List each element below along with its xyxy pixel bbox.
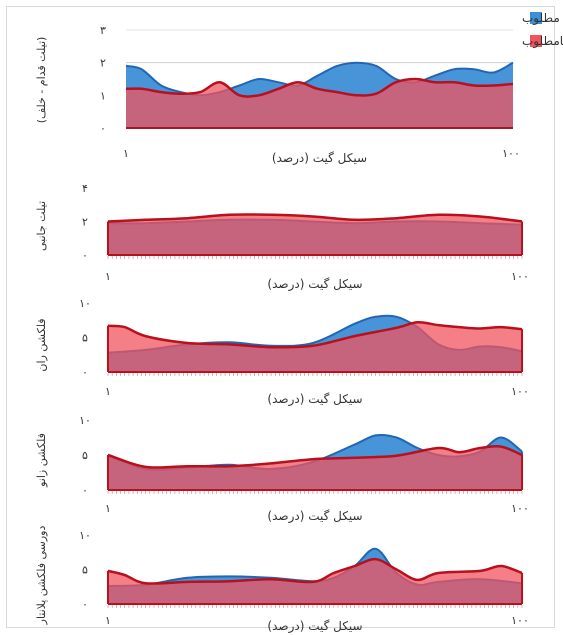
y-tick-label: ۱۰ — [79, 529, 91, 542]
legend-desirable-swatch — [530, 12, 542, 24]
x-axis-title: سیکل گیت (درصد) — [267, 392, 362, 407]
y-tick-label: ۰ — [82, 484, 88, 497]
legend-undesirable-swatch — [530, 35, 542, 47]
y-tick-label: ۴ — [82, 182, 88, 195]
legend-desirable-label: توانایی عملکردی مطلوب — [522, 11, 563, 26]
y-tick-label: ۱۰ — [79, 297, 91, 310]
undesirable-line — [107, 444, 523, 469]
y-tick-label: ۲ — [82, 216, 88, 229]
legend-undesirable-label: توانایی عملکردی نامطلوب — [522, 34, 563, 49]
x-axis-title: سیکل گیت (درصد) — [267, 509, 362, 524]
undesirable-area — [126, 79, 513, 128]
y-tick-label: ۰ — [100, 122, 106, 135]
x-tick-label: ۱ — [105, 502, 111, 515]
undesirable-line — [107, 213, 523, 223]
y-tick-label: ۲ — [100, 57, 106, 70]
x-tick-label: ۱۰۰ — [511, 270, 529, 283]
x-axis-title: سیکل گیت (درصد) — [272, 151, 367, 166]
undesirable-line — [107, 321, 523, 349]
y-tick-label: ۵ — [82, 449, 88, 462]
legend: توانایی عملکردی مطلوب توانایی عملکردی نام… — [522, 11, 563, 49]
x-tick-label: ۱ — [105, 385, 111, 398]
chart-panel-3: ۱۰ ۵ ۰ ۱ ۱۰۰ سیکل گیت (درصد) فلکشن ران — [35, 297, 529, 407]
y-tick-label: ۳ — [100, 24, 106, 37]
x-tick-label: ۱۰۰ — [511, 385, 529, 398]
y-tick-label: ۰ — [82, 598, 88, 611]
undesirable-area — [108, 446, 522, 490]
y-tick-label: ۰ — [82, 366, 88, 379]
figure-frame — [6, 6, 555, 628]
y-tick-label: ۵ — [82, 564, 88, 577]
y-axis-title: دورسی فلکشن پلانتار — [35, 526, 48, 626]
y-axis-title: فلکشن زانو — [35, 433, 48, 488]
legend-undesirable: توانایی عملکردی نامطلوب — [522, 34, 563, 49]
undesirable-area — [108, 214, 522, 255]
x-tick-label: ۱۰۰ — [511, 614, 529, 627]
chart-panel-2: ۴ ۲ ۰ ۱ ۱۰۰ سیکل گیت (درصد) تیلت جانبی — [35, 182, 529, 292]
x-tick-label: ۱ — [105, 614, 111, 627]
chart-panel-4: ۱۰ ۵ ۰ ۱ ۱۰۰ سیکل گیت (درصد) فلکشن زانو — [35, 414, 529, 524]
y-tick-label: ۱۰ — [79, 414, 91, 427]
x-axis-title: سیکل گیت (درصد) — [267, 277, 362, 292]
chart-panel-5: ۱۰ ۵ ۰ ۱ ۱۰۰ سیکل گیت (درصد) دورسی فلکشن پلانت… — [35, 526, 529, 634]
y-tick-label: ۱ — [100, 89, 106, 102]
y-axis-title: فلکشن ران — [35, 318, 48, 371]
legend-desirable: توانایی عملکردی مطلوب — [522, 11, 563, 26]
x-tick-label: ۱۰۰ — [511, 502, 529, 515]
x-tick-label: ۱ — [105, 270, 111, 283]
y-axis-title: تیلت جانبی — [35, 201, 48, 251]
chart-panel-1: ۳ ۲ ۱ ۰ ۱ ۱۰۰ سیکل گیت (درصد) (تیلت قدام - خلف) — [35, 24, 520, 166]
x-axis-title: سیکل گیت (درصد) — [267, 619, 362, 634]
undesirable-area — [108, 559, 522, 604]
x-tick-label: ۱۰۰ — [502, 147, 520, 160]
undesirable-line — [125, 77, 514, 98]
y-tick-label: ۵ — [82, 332, 88, 345]
y-axis-title: (تیلت قدام - خلف) — [35, 37, 48, 124]
x-tick-label: ۱ — [123, 147, 129, 160]
undesirable-line — [107, 557, 523, 585]
undesirable-area — [108, 322, 522, 372]
y-tick-label: ۰ — [82, 249, 88, 262]
